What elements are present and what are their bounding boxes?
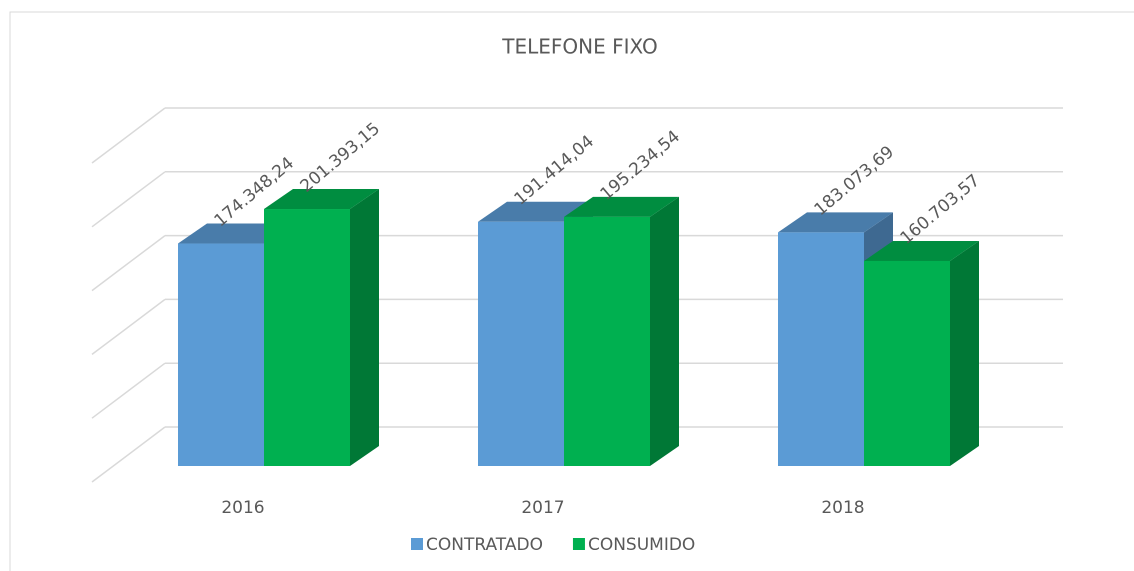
x-tick-label: 2017 [521,498,564,518]
bar [864,260,950,466]
bar-top [864,240,979,261]
grid-line-side [91,235,166,292]
legend-label: CONTRATADO [426,535,543,555]
grid-line-side [91,171,166,228]
bar-side [650,196,679,466]
bar [178,243,264,466]
chart-title: TELEFONE FIXO [501,35,657,59]
bar-top [778,212,893,233]
bar [264,209,350,466]
grid-line-side [91,107,166,164]
bar [478,221,564,466]
grid-line-side [91,362,166,419]
legend-swatch [411,538,423,550]
bar-top [264,189,379,210]
x-tick-label: 2016 [221,498,264,518]
x-tick-label: 2018 [821,498,864,518]
legend-swatch [572,538,585,550]
bar-top [564,196,679,217]
bar [564,216,650,466]
grid-line-side [91,426,166,483]
bar-side [350,189,379,466]
bar-side [950,240,979,466]
grid-line-side [91,298,166,355]
legend-label: CONSUMIDO [588,535,695,555]
bar [778,232,864,466]
